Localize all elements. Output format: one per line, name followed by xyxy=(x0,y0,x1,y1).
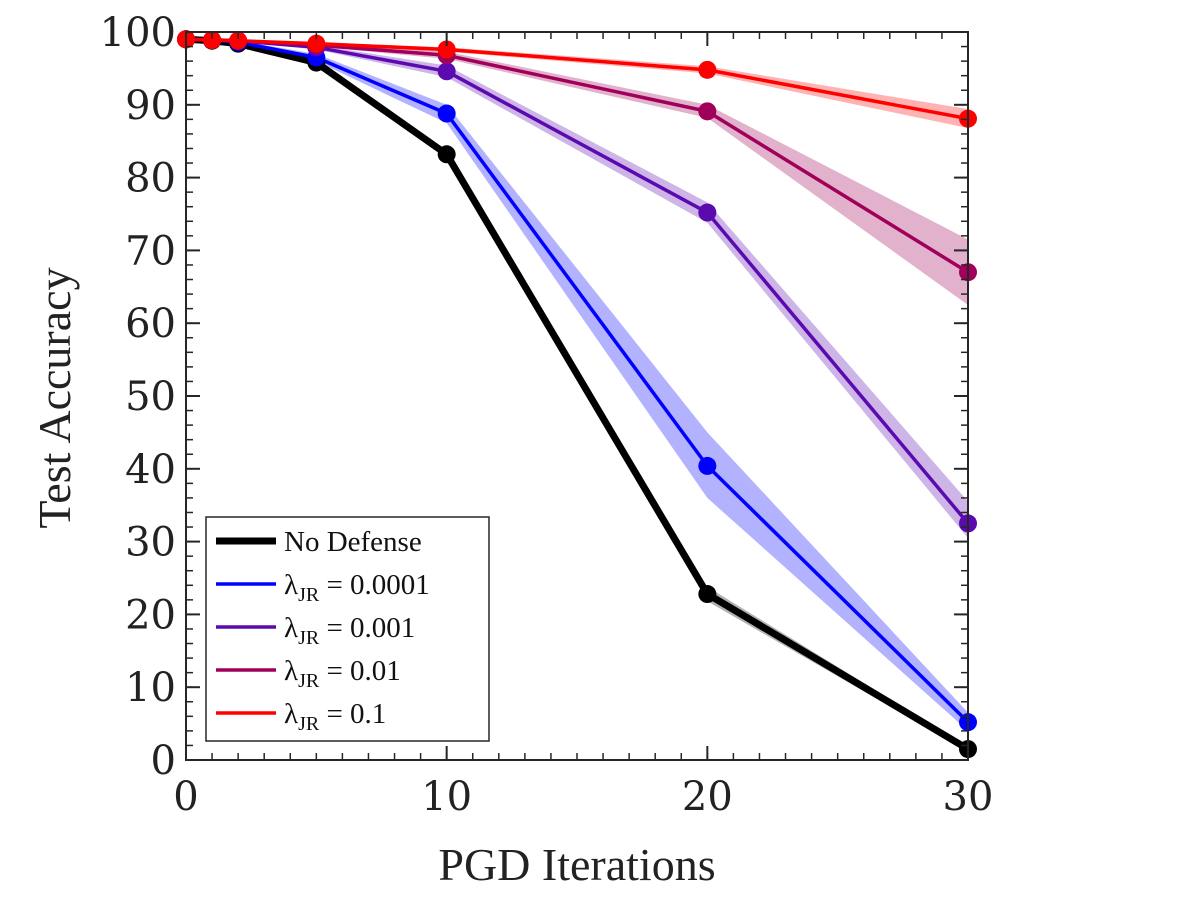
y-tick-label: 100 xyxy=(100,10,176,56)
legend-symbol: λ xyxy=(284,655,298,687)
marker-series-3-x-20 xyxy=(698,102,717,121)
y-tick-label: 60 xyxy=(125,301,176,347)
marker-series-2-x-10 xyxy=(437,62,456,81)
legend-subscript: JR xyxy=(298,670,320,692)
marker-series-4-x-20 xyxy=(698,60,717,79)
legend-value: = 0.001 xyxy=(319,612,415,644)
x-axis-label: PGD Iterations xyxy=(438,839,715,890)
legend-label-series-1: λJR = 0.0001 xyxy=(284,569,430,606)
marker-series-4-x-10 xyxy=(437,40,456,59)
marker-series-2-x-20 xyxy=(698,203,717,222)
legend-value: = 0.1 xyxy=(319,698,386,730)
y-tick-label: 70 xyxy=(125,228,176,274)
legend-label-series-3: λJR = 0.01 xyxy=(284,655,401,692)
marker-series-1-x-20 xyxy=(698,456,717,475)
legend-value: = 0.01 xyxy=(319,655,401,687)
legend-subscript: JR xyxy=(298,627,320,649)
marker-series-4-x-1 xyxy=(203,31,222,50)
legend-symbol: λ xyxy=(284,698,298,730)
legend-box xyxy=(205,516,490,742)
y-tick-label: 10 xyxy=(125,665,176,711)
x-tick-label: 10 xyxy=(421,774,472,820)
marker-series-0-x-20 xyxy=(698,585,717,604)
y-tick-label: 20 xyxy=(125,592,176,638)
y-tick-label: 40 xyxy=(125,447,176,493)
legend-label-series-4: λJR = 0.1 xyxy=(284,698,386,735)
x-tick-label: 30 xyxy=(943,774,994,820)
y-tick-label: 90 xyxy=(125,83,176,129)
series-points xyxy=(177,30,977,759)
x-tick-label: 0 xyxy=(173,774,198,820)
marker-series-1-x-10 xyxy=(437,104,456,123)
y-tick-label: 0 xyxy=(151,738,176,784)
legend-subscript: JR xyxy=(298,584,320,606)
band-series-4 xyxy=(186,39,968,129)
y-axis-label: Test Accuracy xyxy=(29,267,80,528)
legend-value: = 0.0001 xyxy=(319,569,430,601)
legend-subscript: JR xyxy=(298,713,320,735)
legend-label-series-0: No Defense xyxy=(284,526,422,558)
confidence-bands xyxy=(186,39,968,752)
legend-symbol: λ xyxy=(284,569,298,601)
band-series-2 xyxy=(186,39,968,538)
axes: 0 10 20 30 0 10 20 30 40 50 60 70 80 90 100 xyxy=(100,10,994,820)
legend-label-series-2: λJR = 0.001 xyxy=(284,612,415,649)
marker-series-0-x-10 xyxy=(437,145,456,164)
y-tick-label: 50 xyxy=(125,374,176,420)
band-series-3 xyxy=(186,39,968,305)
y-tick-label: 80 xyxy=(125,156,176,202)
legend-symbol: λ xyxy=(284,612,298,644)
y-tick-label: 30 xyxy=(125,520,176,566)
x-tick-label: 20 xyxy=(682,774,733,820)
marker-series-4-x-5 xyxy=(307,34,326,53)
marker-series-4-x-2 xyxy=(229,31,248,50)
